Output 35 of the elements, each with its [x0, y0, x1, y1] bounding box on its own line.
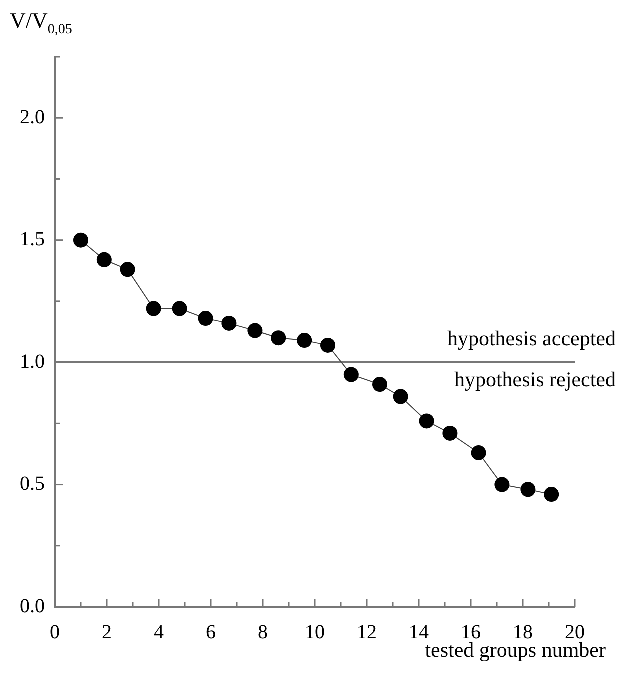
point — [74, 232, 88, 248]
point — [172, 301, 188, 316]
x-tick-label: 8 — [258, 621, 268, 644]
x-tick-label: 10 — [305, 621, 325, 644]
y-tick-label: 1.5 — [20, 228, 45, 251]
x-tick-label: 4 — [154, 621, 164, 644]
point — [271, 330, 286, 346]
y-tick-label: 2.0 — [20, 106, 45, 128]
x-tick-label: 0 — [50, 621, 60, 644]
annotation: hypothesis accepted — [447, 326, 616, 351]
x-tick-label: 12 — [357, 621, 377, 644]
point — [198, 311, 214, 326]
point — [520, 482, 536, 498]
y-tick-label: 0.0 — [20, 595, 45, 618]
point — [494, 477, 510, 492]
point — [222, 316, 237, 331]
point — [544, 487, 560, 502]
point — [146, 301, 162, 316]
point — [393, 389, 408, 404]
y-tick-label: 1.0 — [20, 350, 45, 373]
point — [372, 377, 388, 392]
point — [442, 426, 458, 441]
y-tick-label: 0.5 — [20, 473, 45, 496]
point — [297, 333, 312, 348]
point — [344, 367, 359, 382]
point — [320, 338, 336, 353]
point — [120, 262, 136, 278]
point — [248, 323, 263, 338]
point — [96, 252, 112, 268]
annotation: hypothesis rejected — [454, 368, 616, 392]
y-axis-title: V/V$_{0,05}$ — [10, 8, 72, 38]
x-tick-label: 2 — [102, 621, 112, 644]
x-tick-label: 6 — [206, 621, 216, 644]
point — [471, 446, 486, 460]
point — [419, 414, 434, 429]
